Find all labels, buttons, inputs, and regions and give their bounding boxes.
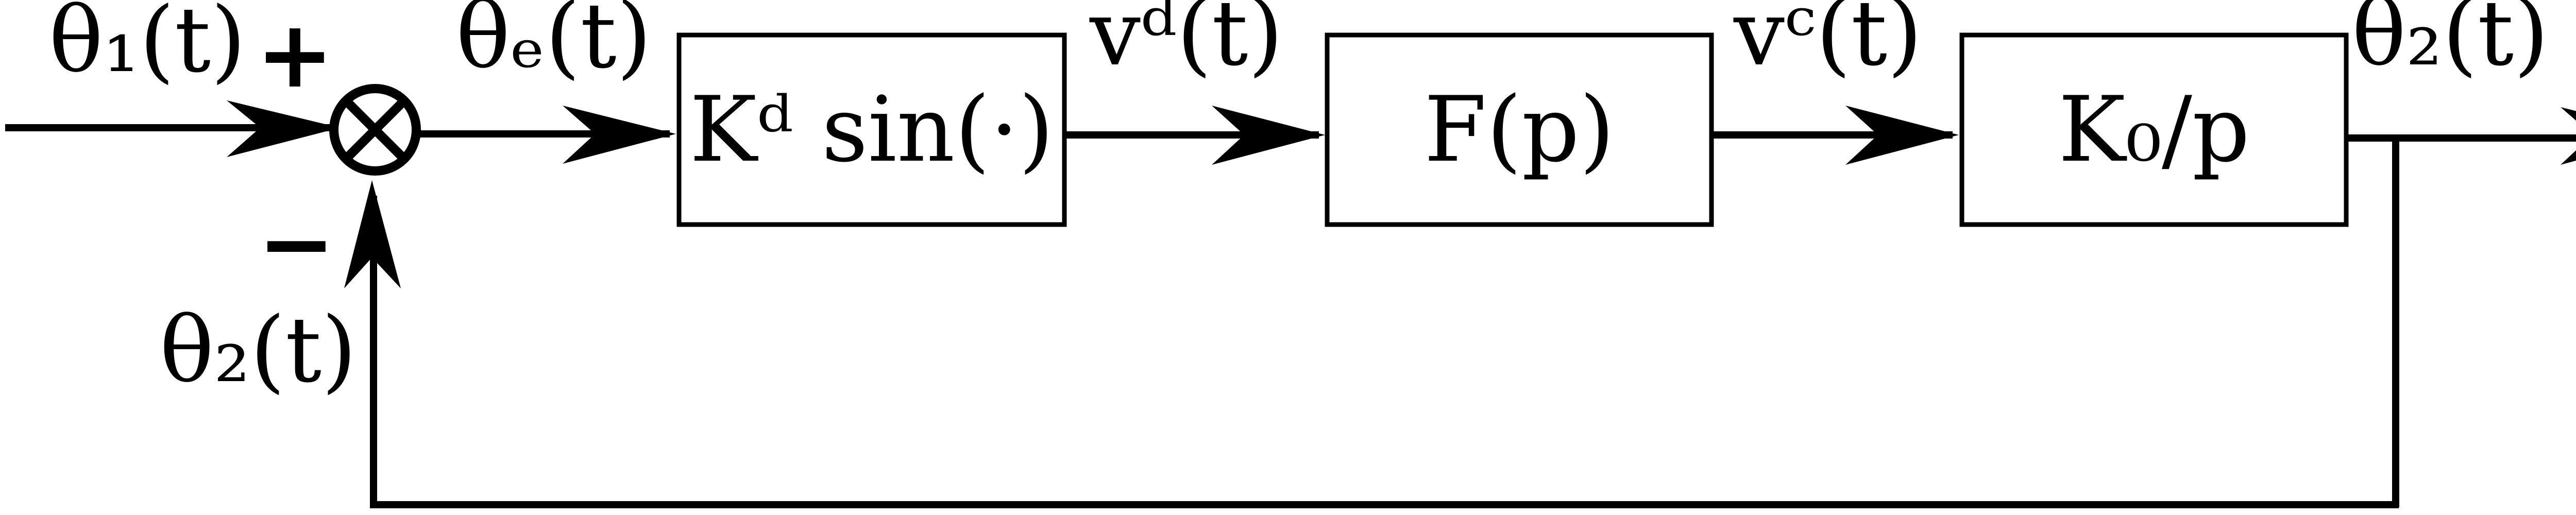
input-arrowhead xyxy=(227,100,340,157)
minus-sign: − xyxy=(258,190,335,298)
error-arrowhead xyxy=(563,106,676,164)
vco-label: K₀/p xyxy=(2058,78,2250,182)
phase-detector-block xyxy=(676,32,1067,227)
vc-label: vᶜ(t) xyxy=(1733,0,1922,86)
vd-label: vᵈ(t) xyxy=(1089,0,1283,86)
theta1-label: θ₁(t) xyxy=(49,0,246,93)
summing-junction-cross-b xyxy=(343,97,408,162)
theta2-output-label: θ₂(t) xyxy=(2352,0,2549,86)
vco-block xyxy=(1959,32,2349,227)
theta2-feedback-label: θ₂(t) xyxy=(160,298,357,403)
vd-arrowhead xyxy=(1212,106,1325,165)
theta-e-label: θₑ(t) xyxy=(456,0,652,89)
feedback-arrowhead xyxy=(344,180,401,288)
plus-sign: + xyxy=(256,1,334,109)
summing-junction xyxy=(329,84,421,176)
output-arrowhead xyxy=(2561,107,2576,165)
phase-detector-label: Kᵈ sin(·) xyxy=(689,78,1054,182)
vc-arrowhead xyxy=(1845,106,1959,165)
loop-filter-block xyxy=(1325,32,1714,227)
loop-filter-label: F(p) xyxy=(1424,78,1615,182)
